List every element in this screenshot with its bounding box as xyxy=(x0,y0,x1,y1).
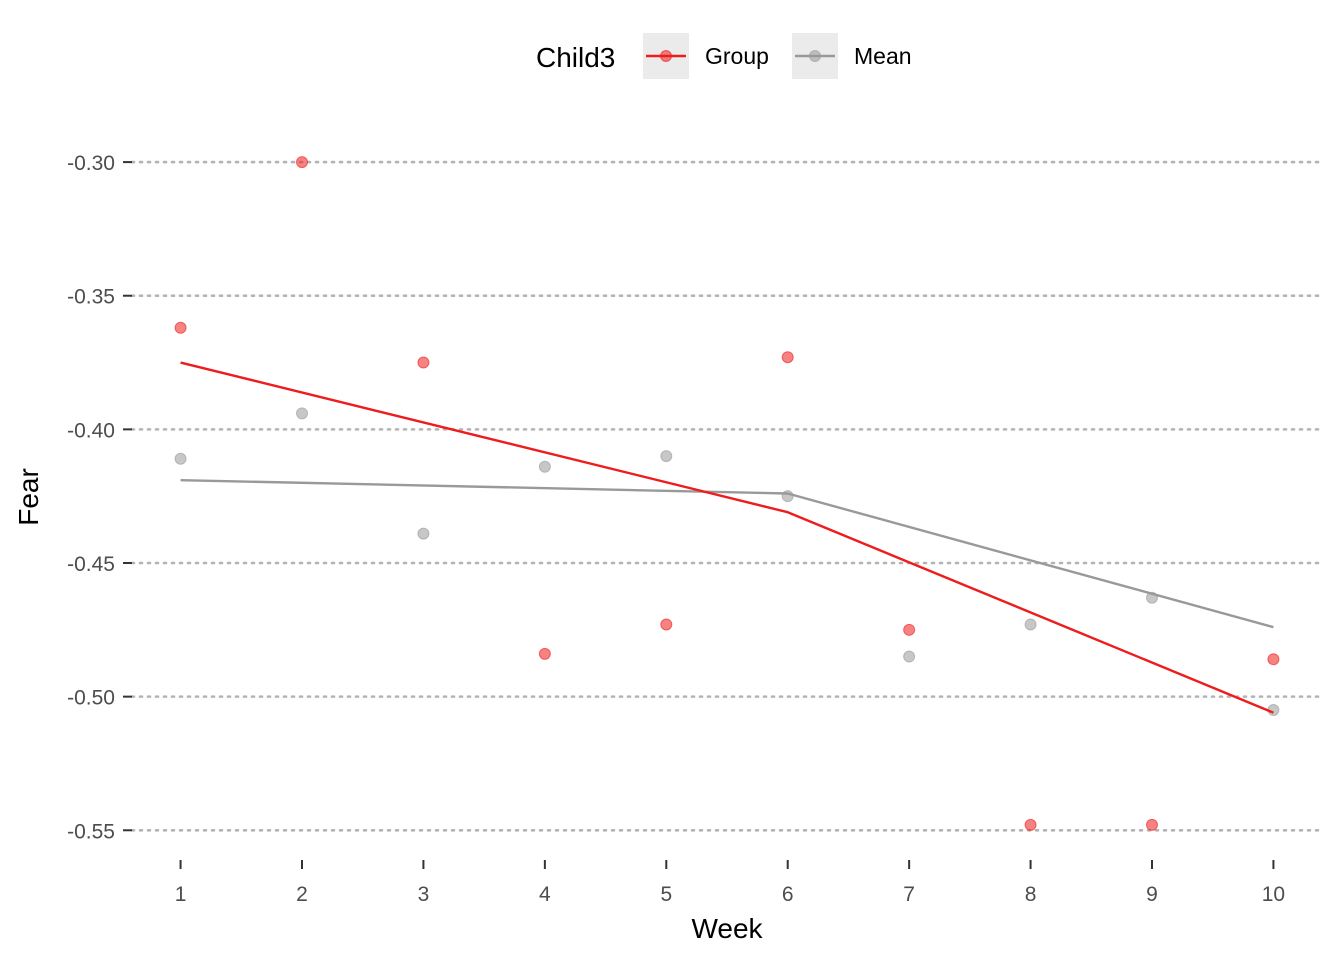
y-tick-label: -0.35 xyxy=(67,286,115,309)
legend: Child3 Group Mean xyxy=(536,33,912,79)
legend-label-mean: Mean xyxy=(854,43,912,69)
group-line xyxy=(180,361,1274,714)
legend-key-point-group xyxy=(660,50,672,62)
legend-item-mean: Mean xyxy=(792,33,912,79)
mean-point xyxy=(1024,618,1037,631)
group-point xyxy=(296,156,308,169)
mean-point xyxy=(538,460,551,473)
group-point xyxy=(1267,653,1280,666)
group-point xyxy=(903,623,916,636)
mean-line xyxy=(180,478,1274,629)
x-axis: 1 2 3 4 5 6 7 8 9 10 xyxy=(175,860,1285,906)
mean-point xyxy=(903,650,916,663)
group-point xyxy=(781,351,794,364)
mean-point xyxy=(296,407,308,420)
x-tick-label: 6 xyxy=(782,883,794,906)
series-mean xyxy=(174,407,1280,716)
y-tick-label: -0.50 xyxy=(67,687,115,710)
x-tick-label: 2 xyxy=(296,883,308,906)
x-tick-label: 3 xyxy=(418,883,430,906)
mean-point xyxy=(417,527,430,540)
group-point xyxy=(1024,818,1037,831)
grid xyxy=(130,160,1324,832)
group-point xyxy=(660,618,673,631)
y-tick-label: -0.55 xyxy=(67,820,115,843)
x-axis-title: Week xyxy=(691,913,763,944)
y-tick-label: -0.45 xyxy=(67,553,115,576)
group-point xyxy=(1146,818,1158,831)
y-tick-label: -0.30 xyxy=(67,152,115,175)
y-tick-label: -0.40 xyxy=(67,419,115,442)
x-tick-label: 5 xyxy=(660,883,672,906)
x-tick-label: 10 xyxy=(1262,883,1285,906)
group-point xyxy=(538,647,551,660)
legend-key-point-mean xyxy=(809,50,821,62)
legend-label-group: Group xyxy=(705,43,769,69)
group-point xyxy=(417,356,430,369)
x-tick-label: 8 xyxy=(1025,883,1037,906)
y-axis-title: Fear xyxy=(13,468,44,526)
x-tick-label: 1 xyxy=(175,883,187,906)
x-tick-label: 7 xyxy=(903,883,915,906)
x-tick-label: 4 xyxy=(539,883,551,906)
mean-point xyxy=(174,452,187,465)
group-point xyxy=(174,321,187,334)
mean-point xyxy=(660,450,673,463)
x-tick-label: 9 xyxy=(1146,883,1158,906)
series-layer xyxy=(174,156,1280,831)
legend-item-group: Group xyxy=(643,33,769,79)
y-axis: -0.30 -0.35 -0.40 -0.45 -0.50 -0.55 xyxy=(67,152,132,843)
legend-title: Child3 xyxy=(536,42,615,73)
series-group xyxy=(174,156,1280,831)
